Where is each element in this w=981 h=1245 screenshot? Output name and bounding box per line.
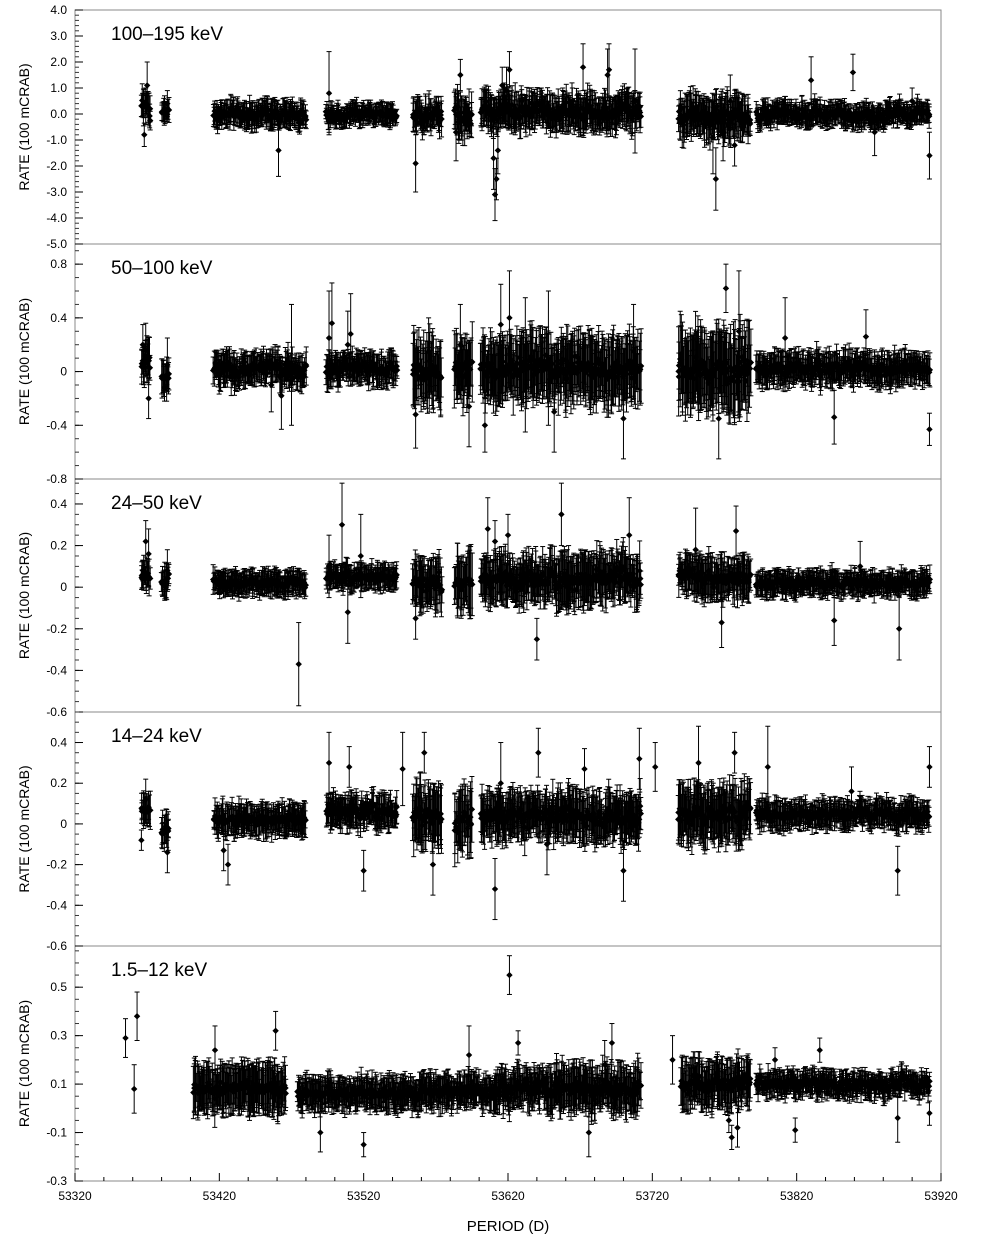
- data-points-layer: [122, 43, 934, 1158]
- panel-1-data-series: [138, 43, 933, 222]
- diamond-marker: [219, 111, 227, 119]
- diamond-marker: [243, 110, 250, 117]
- panel-frames-layer: [74, 9, 942, 1182]
- diamond-marker: [235, 111, 243, 118]
- panel-frame-5: [74, 945, 942, 1182]
